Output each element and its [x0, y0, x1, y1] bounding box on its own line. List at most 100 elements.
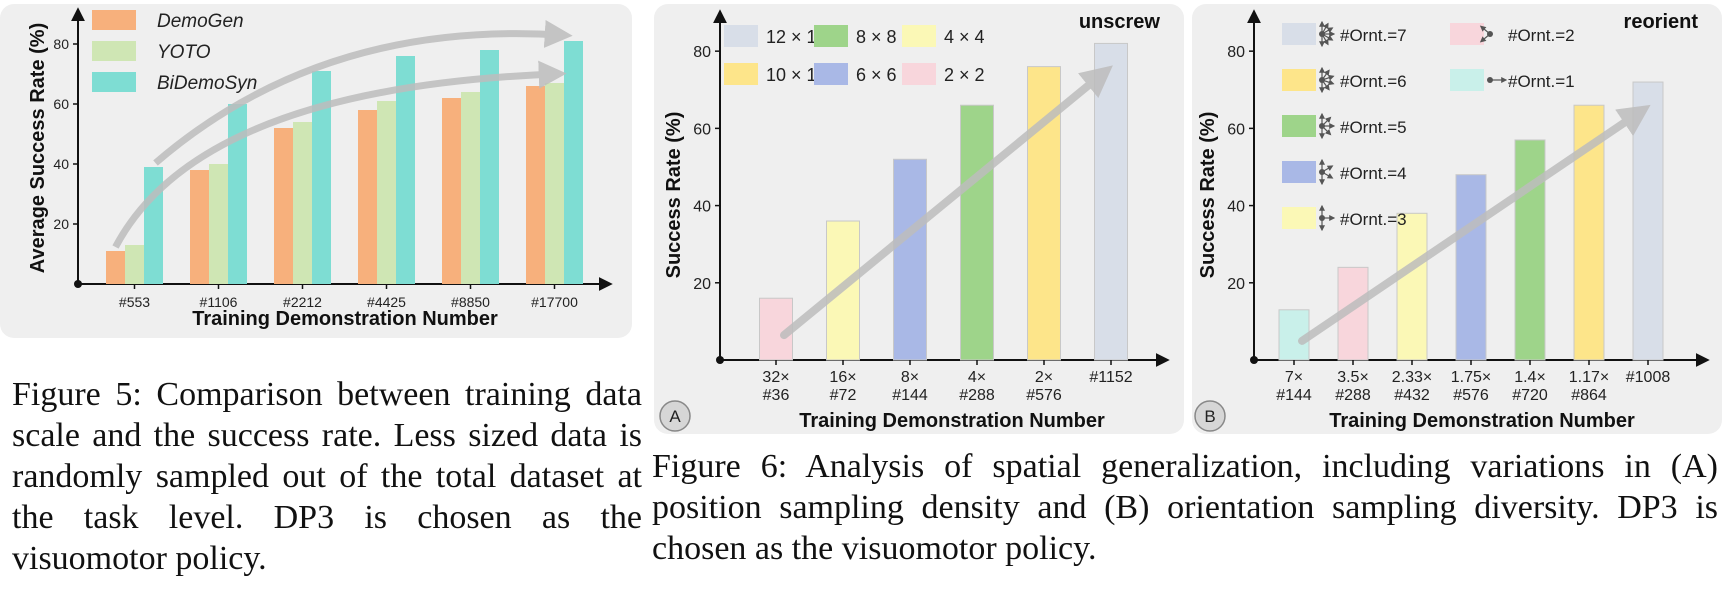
legend-label: #Ornt.=6 [1340, 72, 1407, 91]
x-tick-label-count: #72 [830, 387, 857, 404]
y-axis-label: Average Success Rate (%) [27, 23, 49, 274]
x-tick-label-count: #144 [892, 387, 928, 404]
bar-yoto [209, 164, 228, 284]
bar [1094, 42, 1128, 361]
axis-origin-dot [74, 280, 82, 288]
x-tick-label: #17700 [531, 294, 578, 310]
x-tick-label-count: #576 [1453, 387, 1489, 404]
y-tick-label: 20 [693, 276, 711, 293]
legend-swatch-demogen [92, 10, 136, 30]
bar-demogen [526, 86, 545, 284]
x-tick-label-multiplier: 2× [1035, 369, 1053, 386]
bar-yoto [125, 245, 144, 284]
orientation-arrow-icon [1321, 69, 1330, 81]
x-tick-label-multiplier: 1.75× [1451, 369, 1491, 386]
bar-bidemosyn [480, 50, 499, 284]
legend-swatch [814, 25, 848, 47]
trend-arrow-bidemosyn [153, 19, 573, 166]
figure-6b-chart: 20 40 60 80 7×#144 3.5×#288 2.33×#432 1.75×#576… [1192, 4, 1722, 434]
bar-bidemosyn [312, 71, 331, 284]
x-tick-label-multiplier: 1.17× [1569, 369, 1609, 386]
orientation-arrow-icon [1321, 27, 1334, 35]
legend-label: #Ornt.=1 [1508, 72, 1575, 91]
trend-arrow [780, 65, 1113, 340]
legend-swatch [814, 63, 848, 85]
panel-badge-label: B [1204, 407, 1215, 426]
x-tick-label-multiplier: 32× [762, 369, 789, 386]
figure-5-chart: 20 40 60 80 #553 #1106 #2212 #4425 #8850 #17700 De… [0, 4, 632, 338]
y-tick-label: 60 [53, 96, 69, 112]
x-tick-label-count: #1152 [1089, 369, 1132, 386]
orientation-arrow-icon [1321, 79, 1335, 86]
orientation-arrow-icon [1321, 79, 1330, 91]
y-tick-label: 60 [693, 121, 711, 138]
corner-label: unscrew [1079, 11, 1161, 33]
legend-label: 10 × 10 [766, 65, 827, 85]
legend-swatch [1450, 69, 1484, 91]
orientation-arrow-icon [1321, 116, 1332, 127]
x-tick-label-multiplier: 8× [901, 369, 919, 386]
x-axis-label: Training Demonstration Number [799, 410, 1105, 432]
legend-label: #Ornt.=4 [1340, 164, 1407, 183]
y-tick-label: 20 [1227, 276, 1245, 293]
x-tick-label-count: #144 [1276, 387, 1312, 404]
y-tick-label: 40 [693, 199, 711, 216]
x-tick-label-count: #720 [1512, 387, 1548, 404]
figure-5-caption-text: Comparison between training data scale a… [12, 376, 643, 577]
figure-6-caption-text: Analysis of spatial generalization, incl… [652, 448, 1719, 567]
legend-swatch [1282, 69, 1316, 91]
legend-swatch-bidemosyn [92, 72, 136, 92]
bar [1396, 212, 1428, 361]
bar-bidemosyn [228, 104, 247, 284]
x-tick-label-multiplier: 2.33× [1392, 369, 1432, 386]
trend-arrow [1298, 104, 1651, 345]
figure-5-caption-label: Figure 5: [12, 376, 142, 413]
orientation-arrow-icon [1321, 171, 1334, 179]
x-axis-label: Training Demonstration Number [192, 308, 498, 330]
legend-label: #Ornt.=5 [1340, 118, 1407, 137]
legend-label-yoto: YOTO [157, 42, 211, 63]
x-tick-label-count: #288 [1335, 387, 1371, 404]
y-axis-label: Success Rate (%) [1197, 112, 1219, 279]
bar-demogen [190, 170, 209, 284]
orientation-arrow-icon [1321, 74, 1335, 81]
y-tick-label: 80 [53, 36, 69, 52]
x-tick-label-count: #36 [763, 387, 790, 404]
panel-badge [659, 400, 691, 432]
corner-label: reorient [1624, 11, 1699, 33]
legend-label: 6 × 6 [856, 65, 897, 85]
legend-label: 8 × 8 [856, 27, 897, 47]
y-tick-label: 40 [1227, 199, 1245, 216]
y-tick-label: 60 [1227, 121, 1245, 138]
bar-demogen [358, 110, 377, 284]
legend-swatch [1282, 161, 1316, 183]
y-tick-label: 80 [693, 44, 711, 61]
bar [1455, 174, 1487, 361]
orientation-arrow-icon [1321, 165, 1334, 173]
y-tick-label: 80 [1227, 44, 1245, 61]
legend-swatch [1282, 115, 1316, 137]
legend-label: #Ornt.=7 [1340, 26, 1407, 45]
legend-label: 4 × 4 [944, 27, 985, 47]
panel-badge-label: A [669, 407, 681, 426]
panel-badge [1194, 400, 1226, 432]
legend-swatch [1282, 207, 1316, 229]
bar-bidemosyn [564, 41, 583, 284]
axis-origin-dot [1250, 356, 1258, 364]
legend-swatch [902, 63, 936, 85]
x-tick-label: #4425 [367, 294, 406, 310]
x-axis-label: Training Demonstration Number [1329, 410, 1635, 432]
orientation-arrow-icon [1321, 125, 1332, 136]
bar [1573, 104, 1605, 361]
bar-demogen [274, 128, 293, 284]
legend-swatch [902, 25, 936, 47]
y-tick-label: 40 [53, 156, 69, 172]
x-tick-label-multiplier: 7× [1285, 369, 1303, 386]
x-tick-label: #1106 [200, 294, 238, 310]
x-tick-label-count: #864 [1571, 387, 1607, 404]
legend-label-demogen: DemoGen [157, 11, 244, 32]
trend-arrow-demogen [112, 60, 567, 249]
x-tick-label-multiplier: 3.5× [1337, 369, 1369, 386]
orientation-arrow-icon [1479, 25, 1491, 35]
legend-swatch [1282, 23, 1316, 45]
